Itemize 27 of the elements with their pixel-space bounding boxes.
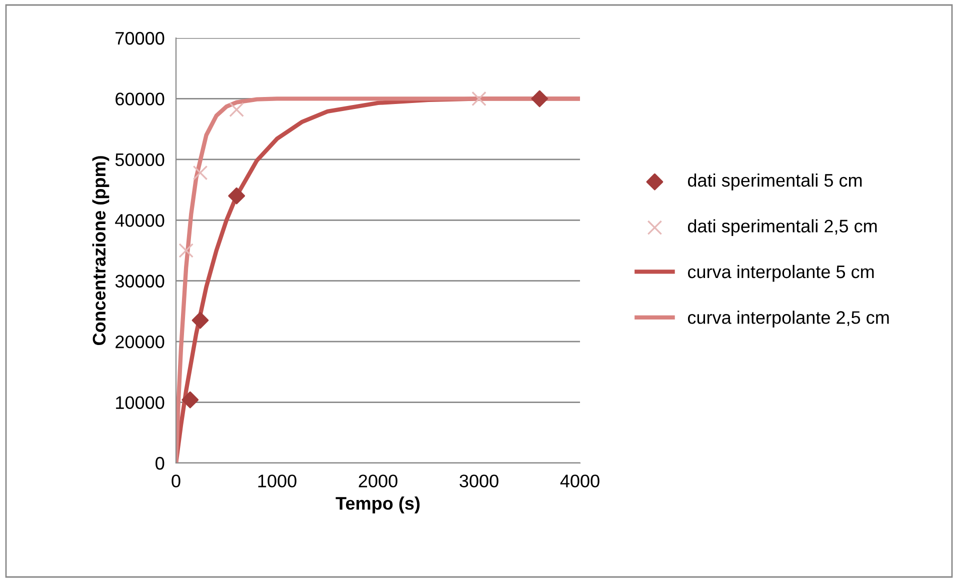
x-tick-label: 4000 xyxy=(560,474,600,488)
x-tick-label: 1000 xyxy=(258,474,296,488)
point xyxy=(178,243,194,258)
y-tick-label: 30000 xyxy=(115,274,164,288)
x-tick-label: 0 xyxy=(172,474,180,488)
legend-label: curva interpolante 5 cm xyxy=(688,264,874,282)
y-axis-title: Concentrazione (ppm) xyxy=(92,156,110,346)
legend-label: dati sperimentali 5 cm xyxy=(688,174,862,190)
point xyxy=(182,391,199,408)
point xyxy=(229,102,244,118)
y-tick-label: 50000 xyxy=(115,153,164,166)
point xyxy=(228,187,246,204)
point xyxy=(531,90,548,108)
x-tick-label: 3000 xyxy=(460,474,498,488)
y-tick-label: 70000 xyxy=(116,32,164,45)
legend-label: curva interpolante 2,5 cm xyxy=(688,310,889,328)
y-tick-label: 20000 xyxy=(116,336,164,348)
legend-label: dati sperimentali 2,5 cm xyxy=(688,219,877,236)
x-axis-title: Tempo (s) xyxy=(336,496,420,514)
point xyxy=(192,165,208,180)
y-tick-label: 10000 xyxy=(116,396,164,410)
y-tick-label: 40000 xyxy=(115,214,164,227)
x-tick-label: 2000 xyxy=(358,474,398,488)
point xyxy=(192,312,209,329)
y-tick-label: 60000 xyxy=(116,92,164,106)
y-tick-label: 0 xyxy=(156,456,164,470)
point xyxy=(472,91,486,106)
